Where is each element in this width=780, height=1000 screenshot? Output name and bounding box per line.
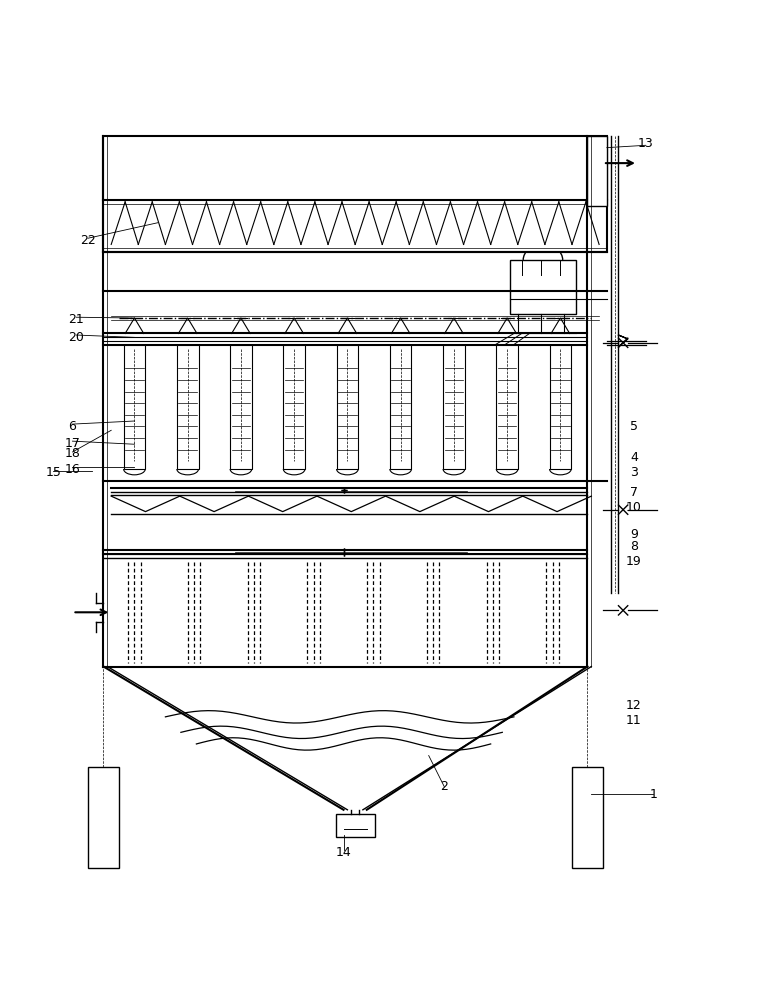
- Bar: [88, 767, 119, 868]
- Text: 6: 6: [69, 420, 76, 433]
- Text: 19: 19: [626, 555, 642, 568]
- Text: 12: 12: [626, 699, 642, 712]
- Bar: [283, 345, 305, 469]
- Text: 11: 11: [626, 714, 642, 727]
- Text: 18: 18: [65, 447, 80, 460]
- Bar: [587, 136, 607, 206]
- Text: 7: 7: [630, 486, 638, 499]
- Text: 17: 17: [65, 437, 80, 450]
- Text: 13: 13: [638, 137, 654, 150]
- Bar: [104, 136, 607, 252]
- Text: 1: 1: [650, 788, 658, 801]
- Bar: [336, 345, 358, 469]
- Text: 16: 16: [65, 463, 80, 476]
- Text: 3: 3: [630, 466, 638, 479]
- Bar: [123, 345, 145, 469]
- Bar: [496, 345, 518, 469]
- Bar: [550, 345, 571, 469]
- Text: 10: 10: [626, 501, 642, 514]
- Text: 8: 8: [630, 540, 638, 553]
- Text: 15: 15: [45, 466, 61, 479]
- Text: 14: 14: [335, 846, 352, 859]
- Bar: [572, 767, 603, 868]
- Bar: [177, 345, 199, 469]
- Text: 21: 21: [69, 313, 84, 326]
- Text: 20: 20: [69, 331, 84, 344]
- Text: 2: 2: [440, 780, 448, 793]
- Bar: [335, 814, 374, 837]
- Text: 9: 9: [630, 528, 638, 541]
- Text: 4: 4: [630, 451, 638, 464]
- Bar: [390, 345, 412, 469]
- Text: 5: 5: [630, 420, 638, 433]
- Bar: [230, 345, 252, 469]
- Bar: [510, 260, 576, 314]
- Bar: [443, 345, 465, 469]
- Text: 22: 22: [80, 234, 96, 247]
